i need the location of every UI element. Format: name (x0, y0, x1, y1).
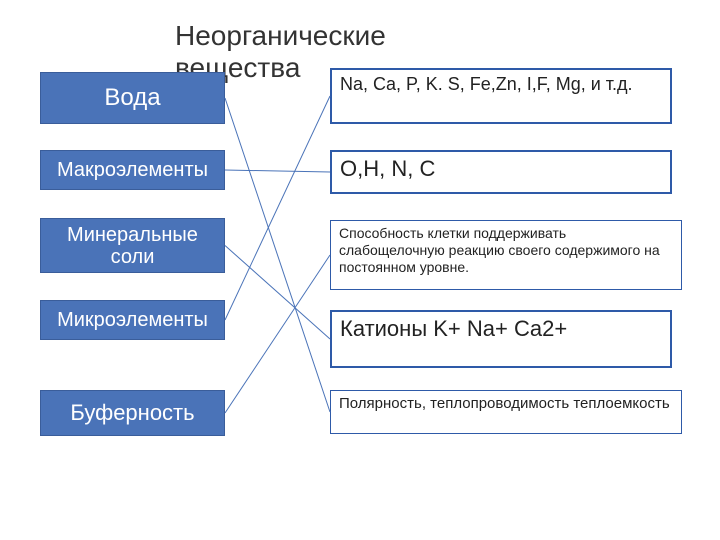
left-box-macro: Макроэлементы (40, 150, 225, 190)
right-box-buffer-desc: Способность клетки поддерживать слабощел… (330, 220, 682, 290)
left-box-buffer: Буферность (40, 390, 225, 436)
connector-line (225, 96, 330, 320)
right-box-cations: Катионы K+ Na+ Ca2+ (330, 310, 672, 368)
right-box-elements-list: Na, Ca, P, K. S, Fe,Zn, I,F, Mg, и т.д. (330, 68, 672, 124)
connector-line (225, 98, 330, 412)
right-box-ohnc: O,H, N, C (330, 150, 672, 194)
left-box-salts: Минеральные соли (40, 218, 225, 273)
connector-line (225, 170, 330, 172)
left-box-water: Вода (40, 72, 225, 124)
left-box-micro: Микроэлементы (40, 300, 225, 340)
right-box-polarity: Полярность, теплопроводимость теплоемкос… (330, 390, 682, 434)
diagram-stage: Неорганические вещества Вода Макроэлемен… (0, 0, 720, 540)
connector-line (225, 255, 330, 413)
connector-line (225, 246, 330, 340)
